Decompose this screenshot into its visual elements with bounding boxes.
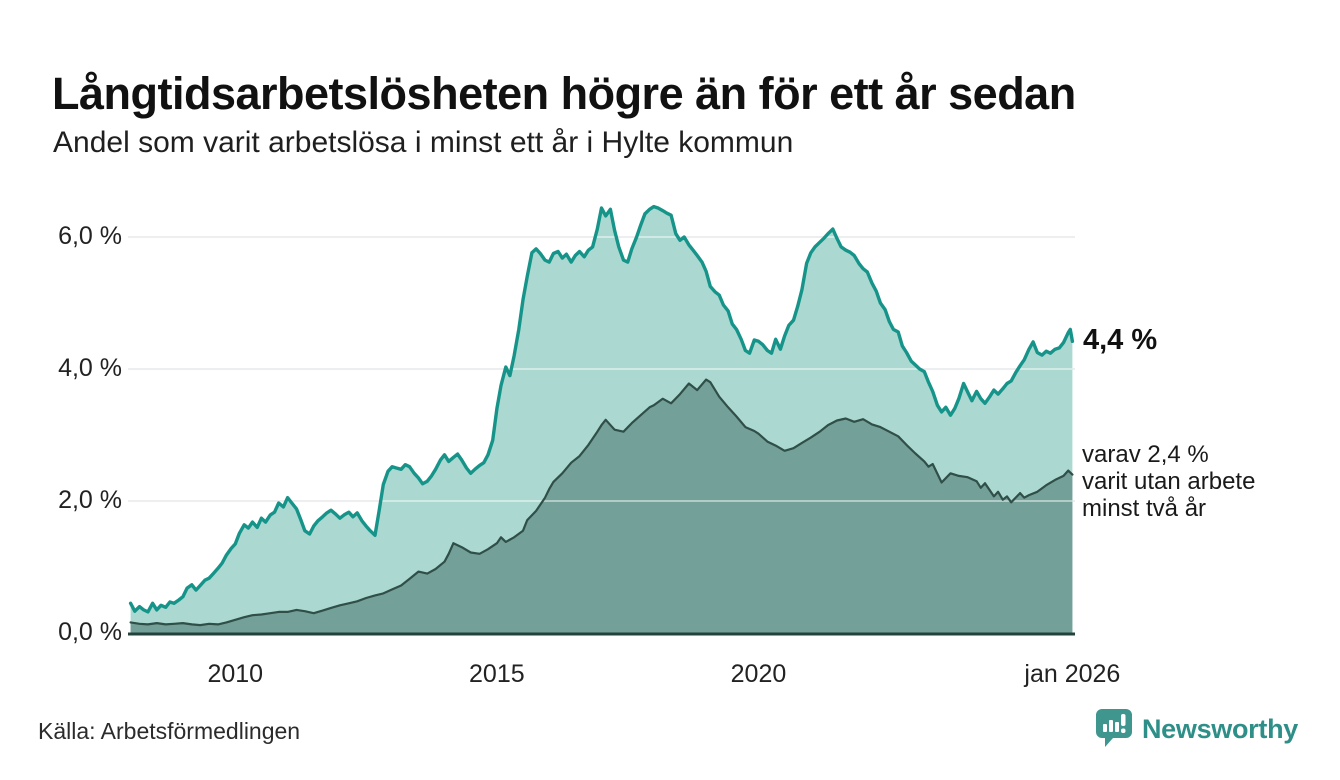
page-title: Långtidsarbetslösheten högre än för ett … — [52, 68, 1076, 120]
y-axis-label: 2,0 % — [58, 486, 122, 514]
y-axis-label: 4,0 % — [58, 354, 122, 382]
x-axis-label: 2010 — [207, 660, 264, 688]
brand-name: Newsworthy — [1141, 713, 1298, 744]
inner-series-annotation: varav 2,4 % varit utan arbete minst två … — [1082, 441, 1255, 522]
bar-chart-speech-bubble-icon — [1095, 709, 1132, 747]
series-min-two-years-area — [130, 379, 1073, 633]
page-subtitle: Andel som varit arbetslösa i minst ett å… — [53, 126, 794, 159]
y-axis-label: 6,0 % — [58, 222, 122, 250]
series-min-two-years-line — [129, 378, 1074, 627]
x-axis-label: 2015 — [469, 660, 525, 688]
y-axis-label: 0,0 % — [58, 618, 122, 646]
annotation-line: varit utan arbete — [1082, 468, 1256, 495]
annotation-line: varav 2,4 % — [1082, 441, 1209, 468]
end-value-label: 4,4 % — [1083, 324, 1158, 356]
newsworthy-logo[interactable]: Newsworthy — [1095, 708, 1298, 750]
x-axis-label: jan 2026 — [1024, 660, 1121, 688]
annotation-line: minst två år — [1082, 495, 1207, 522]
source-credit: Källa: Arbetsförmedlingen — [38, 718, 301, 744]
series-min-one-year-line — [128, 204, 1075, 614]
x-axis-label: 2020 — [730, 660, 787, 688]
